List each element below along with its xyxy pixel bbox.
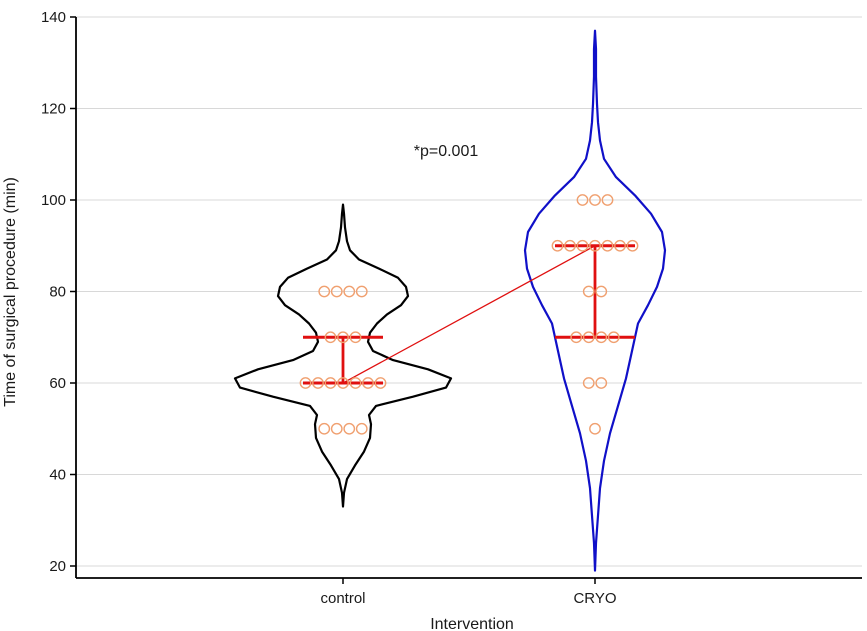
- data-point: [324, 331, 337, 344]
- y-tick-label: 80: [49, 284, 66, 301]
- median-connector-line: [342, 245, 596, 384]
- data-point: [582, 331, 595, 344]
- data-point: [337, 331, 349, 344]
- axes: 20 40 60 80 100 120 140 control CRYO: [41, 9, 862, 607]
- y-tick-label: 120: [41, 101, 66, 118]
- data-point: [374, 377, 387, 389]
- y-tick-label: 60: [49, 375, 66, 392]
- data-point: [343, 422, 356, 435]
- data-point: [337, 377, 349, 389]
- data-point: [551, 239, 564, 252]
- data-point: [343, 285, 356, 298]
- data-points: [299, 194, 639, 435]
- data-point: [582, 377, 595, 389]
- violins: [233, 29, 667, 572]
- data-point: [330, 422, 343, 435]
- data-point: [318, 285, 331, 298]
- x-axis-title: Intervention: [430, 616, 514, 631]
- y-tick-label: 20: [49, 558, 66, 575]
- data-point: [626, 239, 639, 252]
- violin-CRYO: [523, 29, 667, 572]
- data-point: [349, 331, 362, 344]
- data-point: [355, 285, 368, 298]
- summary-bars: [303, 244, 635, 385]
- data-point: [570, 331, 583, 344]
- data-point: [362, 377, 374, 389]
- data-point: [564, 239, 576, 252]
- data-point: [324, 377, 337, 389]
- y-axis-title: Time of surgical procedure (min): [2, 177, 19, 407]
- grid-lines: [76, 16, 862, 567]
- data-point: [589, 422, 601, 435]
- data-point: [614, 239, 626, 252]
- data-point: [576, 239, 589, 252]
- data-point: [312, 377, 324, 389]
- p-value-annotation: *p=0.001: [414, 143, 479, 160]
- y-tick-label: 100: [41, 192, 66, 209]
- violin-control: [233, 203, 453, 508]
- y-tick-label: 140: [41, 9, 66, 26]
- data-point: [349, 377, 362, 389]
- data-point: [299, 377, 312, 389]
- y-tick-label: 40: [49, 467, 66, 484]
- data-point: [595, 285, 608, 298]
- data-point: [318, 422, 331, 435]
- data-point: [330, 285, 343, 298]
- data-point: [582, 285, 595, 298]
- data-point: [607, 331, 620, 344]
- data-point: [355, 422, 368, 435]
- x-tick-label: CRYO: [573, 590, 616, 607]
- data-point: [595, 331, 608, 344]
- data-point: [589, 239, 601, 252]
- data-point: [595, 377, 608, 389]
- data-point: [601, 194, 614, 206]
- data-point: [576, 194, 589, 206]
- data-point: [589, 194, 601, 206]
- data-point: [601, 239, 614, 252]
- x-tick-label: control: [320, 590, 365, 607]
